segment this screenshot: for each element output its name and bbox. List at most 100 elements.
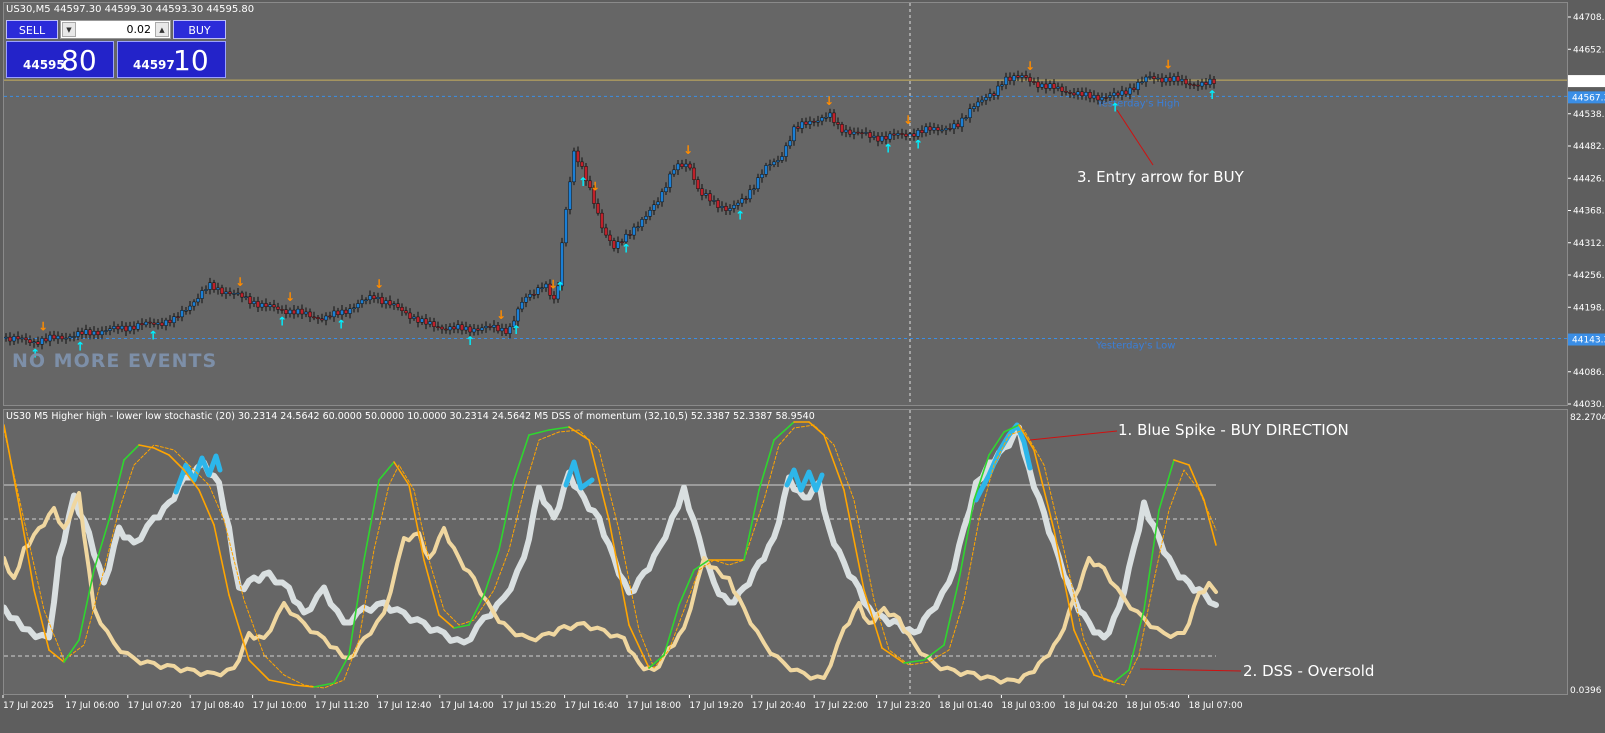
lot-increase-icon[interactable]: ▲ bbox=[155, 22, 169, 37]
candle-body bbox=[1024, 75, 1028, 78]
dss-main-segment bbox=[678, 569, 695, 606]
candle-body bbox=[88, 329, 92, 336]
candle-body bbox=[404, 310, 408, 314]
candle-body bbox=[340, 309, 344, 316]
candle-body bbox=[708, 193, 712, 202]
candle-body bbox=[84, 329, 88, 335]
candle-body bbox=[8, 336, 12, 342]
blue-spike-annotation: 1. Blue Spike - BUY DIRECTION bbox=[1118, 421, 1349, 439]
candle-body bbox=[1052, 83, 1056, 89]
indicator-chart[interactable] bbox=[4, 410, 1568, 695]
candle-body bbox=[692, 167, 696, 180]
candle-body bbox=[848, 129, 852, 135]
candle-body bbox=[288, 309, 292, 314]
dss-main-segment bbox=[393, 461, 410, 486]
candle-body bbox=[108, 328, 112, 331]
dss-main-segment bbox=[93, 519, 110, 571]
candle-body bbox=[112, 326, 116, 329]
candle-body bbox=[156, 322, 160, 325]
lot-decrease-icon[interactable]: ▼ bbox=[62, 22, 76, 37]
candle-body bbox=[236, 292, 240, 295]
candle-body bbox=[752, 188, 756, 191]
yesterday-high-label: Yesterday's High bbox=[1096, 98, 1180, 109]
sell-button[interactable]: SELL bbox=[6, 20, 58, 39]
buy-button[interactable]: BUY bbox=[173, 20, 226, 39]
stochastic-signal-line bbox=[4, 491, 1218, 685]
candle-body bbox=[548, 283, 552, 296]
no-events-label: NO MORE EVENTS bbox=[12, 350, 218, 372]
candle-body bbox=[40, 338, 44, 345]
candle-body bbox=[200, 290, 204, 299]
candle-body bbox=[660, 191, 664, 203]
candle-body bbox=[1092, 95, 1096, 99]
indicator-pane[interactable] bbox=[3, 409, 1568, 695]
time-tick-label: 18 Jul 01:40 bbox=[939, 701, 993, 711]
candle-body bbox=[1212, 78, 1216, 84]
time-tick-label: 17 Jul 15:20 bbox=[502, 701, 556, 711]
price-tick-label: 44256.5 bbox=[1573, 271, 1605, 281]
price-tick-label: 44652.0 bbox=[1573, 45, 1605, 55]
price-chart[interactable]: Yesterday's High Yesterday's Low ↑ ↑ ↑ ↑ ↑ ↑ ↑ ↑ ↑… bbox=[4, 3, 1568, 406]
candle-body bbox=[220, 287, 224, 294]
candle-body bbox=[544, 283, 548, 288]
candle-body bbox=[464, 326, 468, 331]
price-tick-label: 44482.6 bbox=[1573, 142, 1605, 152]
dss-main-segment bbox=[958, 499, 975, 581]
buy-quote[interactable]: 44597 10 bbox=[117, 41, 226, 78]
candle-body bbox=[568, 181, 572, 210]
candle-body bbox=[608, 234, 612, 241]
candle-body bbox=[508, 326, 512, 334]
dss-main-segment bbox=[513, 434, 530, 481]
time-tick-label: 17 Jul 06:00 bbox=[65, 701, 119, 711]
candle-body bbox=[856, 131, 860, 134]
candle-body bbox=[204, 289, 208, 291]
blue-spike-2 bbox=[563, 459, 595, 491]
candle-body bbox=[172, 316, 176, 323]
dss-main-segment bbox=[663, 604, 680, 656]
candle-body bbox=[452, 326, 456, 330]
candle-body bbox=[664, 187, 668, 193]
candle-body bbox=[1156, 77, 1160, 80]
candle-body bbox=[604, 227, 608, 236]
candle-body bbox=[768, 164, 772, 167]
indicator-title: US30 M5 Higher high - lower low stochast… bbox=[6, 411, 815, 422]
candle-body bbox=[936, 127, 940, 131]
candle-body bbox=[876, 135, 880, 142]
candle-body bbox=[600, 212, 604, 229]
price-chart-pane[interactable]: Yesterday's High Yesterday's Low ↑ ↑ ↑ ↑ ↑ ↑ ↑ ↑ ↑… bbox=[3, 2, 1568, 406]
candle-body bbox=[48, 334, 52, 342]
candle-body bbox=[1204, 82, 1208, 85]
candle-body bbox=[1084, 92, 1088, 97]
candle-body bbox=[1072, 92, 1076, 96]
lot-size-input[interactable] bbox=[79, 22, 151, 37]
candle-body bbox=[564, 209, 568, 244]
candle-body bbox=[1148, 76, 1152, 78]
candle-body bbox=[1112, 92, 1116, 96]
candle-body bbox=[896, 133, 900, 136]
candle-body bbox=[344, 309, 348, 314]
candle-body bbox=[764, 165, 768, 175]
candle-body bbox=[1168, 77, 1172, 82]
candle-body bbox=[300, 308, 304, 315]
time-tick-label: 17 Jul 22:00 bbox=[814, 701, 868, 711]
candle-body bbox=[252, 301, 256, 304]
candle-body bbox=[132, 325, 136, 330]
candle-body bbox=[496, 324, 500, 332]
candle-body bbox=[880, 136, 884, 142]
candle-body bbox=[312, 316, 316, 319]
candle-body bbox=[648, 210, 652, 217]
candle-body bbox=[980, 99, 984, 103]
candle-body bbox=[552, 295, 556, 300]
time-tick-label: 18 Jul 07:00 bbox=[1189, 701, 1243, 711]
dss-main-segment bbox=[313, 682, 335, 688]
candle-body bbox=[136, 323, 140, 330]
candle-body bbox=[380, 297, 384, 305]
price-tick-label: 44426.5 bbox=[1573, 174, 1605, 184]
blue-spike-4 bbox=[973, 422, 1033, 503]
candle-body bbox=[536, 287, 540, 295]
candle-body bbox=[616, 241, 620, 249]
sell-quote[interactable]: 44595 80 bbox=[6, 41, 114, 78]
candle-body bbox=[360, 299, 364, 304]
candle-body bbox=[840, 124, 844, 133]
candle-body bbox=[592, 187, 596, 204]
